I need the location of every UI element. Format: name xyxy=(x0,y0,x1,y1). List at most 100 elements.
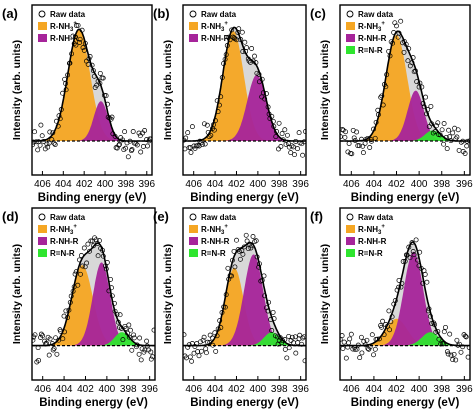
raw-data-point xyxy=(372,135,378,141)
raw-data-point xyxy=(355,143,361,149)
legend-label-r-nh3: R-NH3+ xyxy=(50,21,77,33)
raw-data-point xyxy=(454,337,460,343)
raw-data-point xyxy=(286,345,292,351)
raw-data-point xyxy=(54,351,60,357)
legend: Raw data R-NH3+R-NH-R R=N-R xyxy=(346,10,394,55)
raw-data-point xyxy=(203,350,209,356)
raw-data-point xyxy=(444,146,450,152)
raw-data-point xyxy=(38,122,44,128)
raw-data-point xyxy=(123,325,129,331)
x-axis-label: Binding energy (eV) xyxy=(190,192,299,204)
raw-data-point xyxy=(296,130,302,136)
raw-data-point xyxy=(151,327,155,333)
raw-data-point xyxy=(250,234,256,239)
legend-label-r-nh-r: R-NH-R xyxy=(201,237,230,246)
raw-data-point xyxy=(198,339,203,345)
peak-r-nh-r xyxy=(340,90,470,141)
legend-raw-marker xyxy=(189,10,197,18)
raw-data-point xyxy=(276,120,282,126)
legend-raw-label: Raw data xyxy=(358,10,394,19)
raw-data-point xyxy=(346,141,352,146)
raw-data-point xyxy=(413,237,419,243)
raw-data-point xyxy=(195,349,201,355)
raw-data-point xyxy=(96,238,102,244)
y-axis-label: Intensity (arb. units) xyxy=(319,40,331,140)
raw-data-point xyxy=(273,134,279,140)
raw-data-point xyxy=(360,150,366,156)
raw-data-point xyxy=(129,147,135,152)
x-tick-label: 404 xyxy=(56,384,73,395)
x-tick-label: 396 xyxy=(138,179,155,190)
raw-data-point xyxy=(52,142,58,147)
x-tick-label: 402 xyxy=(228,384,245,395)
raw-data-point xyxy=(214,98,220,104)
legend-swatch-r-n-r xyxy=(346,249,355,257)
raw-data-point xyxy=(460,344,466,350)
raw-data-point xyxy=(140,144,146,149)
raw-data-point xyxy=(200,142,205,148)
raw-data-point xyxy=(141,349,147,355)
raw-data-point xyxy=(232,264,238,270)
raw-data-point xyxy=(237,256,243,262)
y-axis-label: Intensity (arb. units) xyxy=(11,244,23,344)
raw-data-point xyxy=(148,356,154,362)
peak-r-nh-r xyxy=(340,251,470,346)
raw-data-point xyxy=(136,130,142,136)
raw-data-point xyxy=(359,350,365,356)
peak-r-n-r xyxy=(183,332,306,346)
raw-data-point xyxy=(284,132,290,138)
raw-data-point xyxy=(369,138,374,144)
x-tick-label: 396 xyxy=(141,384,158,395)
raw-data-point xyxy=(46,140,52,146)
raw-data-point xyxy=(443,324,448,330)
x-tick-label: 404 xyxy=(366,384,383,395)
raw-data-point xyxy=(239,248,245,254)
raw-data-point xyxy=(191,143,197,149)
fit-line xyxy=(32,242,155,347)
legend-swatch-r-nh3 xyxy=(346,22,355,30)
raw-data-point xyxy=(137,133,143,139)
raw-data-point xyxy=(450,130,456,136)
raw-data-point xyxy=(458,349,464,355)
raw-data-point xyxy=(364,337,370,343)
axes-frame xyxy=(339,207,471,381)
raw-data-point xyxy=(95,253,101,259)
raw-data-point xyxy=(340,346,346,351)
x-tick-label: 400 xyxy=(250,179,267,190)
legend-raw-label: Raw data xyxy=(201,213,237,222)
legend-raw-marker xyxy=(346,10,354,18)
raw-data-point xyxy=(188,150,194,155)
raw-data-point xyxy=(40,333,46,339)
raw-data-point xyxy=(211,127,217,133)
raw-data-point xyxy=(358,334,364,340)
raw-data-point xyxy=(109,114,115,120)
raw-data-point xyxy=(187,354,193,360)
legend-label-r-n-r: R=N-R xyxy=(50,249,75,258)
peak-r-n-r xyxy=(340,130,470,141)
fit-line xyxy=(183,26,306,142)
raw-data-point xyxy=(142,128,148,133)
panel-e: (e) 406 404 402 400 398 396 Binding energy (eV)… xyxy=(153,207,309,409)
plot-area xyxy=(340,18,470,157)
legend-raw-label: Raw data xyxy=(50,213,86,222)
axes-frame xyxy=(31,4,153,176)
legend-swatch-r-nh-r xyxy=(189,34,198,42)
raw-data-point xyxy=(73,23,79,28)
x-tick-label: 396 xyxy=(292,179,309,190)
raw-data-point xyxy=(245,246,251,252)
raw-data-point xyxy=(276,146,281,152)
raw-data-point xyxy=(453,357,459,363)
raw-data-point xyxy=(444,349,450,355)
panel-label: (e) xyxy=(153,209,169,224)
raw-data-point xyxy=(204,122,210,128)
raw-data-point xyxy=(296,336,302,342)
raw-data-point xyxy=(243,232,249,238)
raw-data-point xyxy=(424,279,430,285)
raw-data-point xyxy=(244,45,250,51)
raw-data-point xyxy=(131,332,137,338)
legend-label-r-nh-r: R-NH-R xyxy=(358,237,387,246)
legend-raw-marker xyxy=(38,10,46,18)
peak-r-nh3 xyxy=(32,29,152,142)
raw-data-point xyxy=(367,145,373,150)
raw-data-point xyxy=(78,271,83,277)
